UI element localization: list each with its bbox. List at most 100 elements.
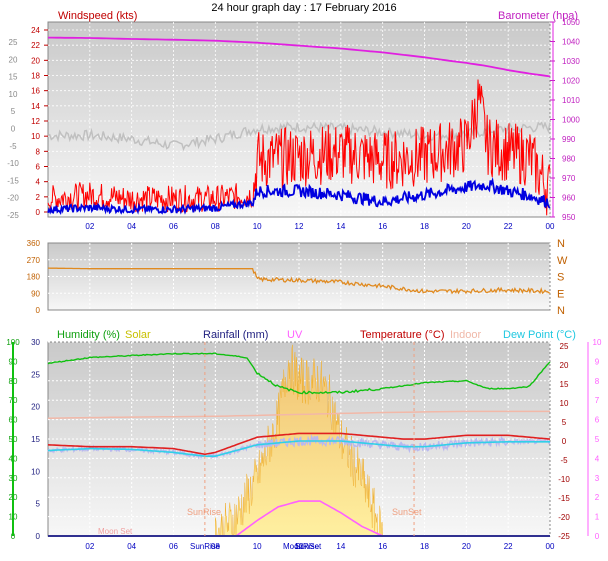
barometer-tick-label: 950: [562, 213, 576, 222]
temp-x-tick-label: 14: [336, 542, 345, 551]
gust-series-line: [47, 79, 551, 216]
temp-x-tick-label: 04: [127, 542, 136, 551]
uv-tick-label: 1: [595, 513, 600, 522]
temperature-legend: Temperature (°C): [360, 329, 444, 341]
barometer-tick-label: 970: [562, 174, 576, 183]
wind-outer-tick-label: 5: [11, 107, 16, 116]
temp-tick-label: 0: [562, 437, 567, 446]
uv-tick-label: 8: [595, 377, 600, 386]
temp-x-tick-label: 00: [546, 542, 555, 551]
uv-tick-label: 10: [593, 338, 602, 347]
uv-tick-label: 5: [595, 435, 600, 444]
temp-tick-label: 25: [560, 342, 569, 351]
humidity-tick-label: 0: [11, 532, 16, 541]
rainfall-tick-label: 25: [31, 370, 40, 379]
uv-legend: UV: [287, 329, 303, 341]
indoor-legend: Indoor: [450, 329, 482, 341]
temp-x-tick-label: 12: [295, 542, 304, 551]
chart-title: 24 hour graph day : 17 February 2016: [211, 2, 396, 14]
wind-outer-tick-label: 25: [9, 38, 18, 47]
wind-inner-tick-label: 22: [31, 41, 40, 50]
dewpoint-legend: Dew Point (°C): [503, 329, 576, 341]
compass-tick-label: N: [557, 238, 565, 250]
wind-outer-tick-label: -10: [7, 159, 19, 168]
temperature-line: [47, 432, 551, 456]
wind-outer-tick-label: -25: [7, 211, 19, 220]
uv-tick-label: 9: [595, 357, 600, 366]
wind-inner-tick-label: 20: [31, 56, 40, 65]
wind-inner-tick-label: 4: [36, 178, 41, 187]
wind-x-tick-label: 22: [504, 222, 513, 231]
barometer-legend: Barometer (hpa): [498, 10, 578, 22]
wind-inner-tick-label: 8: [36, 147, 41, 156]
direction-tick-label: 0: [36, 306, 41, 315]
wind-inner-tick-label: 12: [31, 117, 40, 126]
wind-outer-tick-label: -5: [9, 142, 17, 151]
barometer-line: [48, 36, 551, 78]
barometer-tick-label: 960: [562, 194, 576, 203]
wind-x-tick-label: 00: [546, 222, 555, 231]
temp-tick-label: 10: [560, 399, 569, 408]
temp-tick-label: -15: [558, 494, 570, 503]
temp-tick-label: -10: [558, 475, 570, 484]
rainfall-tick-label: 0: [36, 532, 41, 541]
barometer-tick-label: 1040: [562, 38, 580, 47]
temp-x-tick-label: 08: [211, 542, 220, 551]
barometer-tick-label: 980: [562, 155, 576, 164]
barometer-tick-label: 1020: [562, 77, 580, 86]
wind-outer-tick-label: 0: [11, 125, 16, 134]
barometer-tick-label: 1030: [562, 57, 580, 66]
wind-x-tick-label: 14: [336, 222, 345, 231]
wind-x-tick-label: 20: [462, 222, 471, 231]
wind-outer-tick-label: 10: [9, 90, 18, 99]
temp-x-tick-label: 16: [378, 542, 387, 551]
rainfall-legend: Rainfall (mm): [203, 329, 268, 341]
compass-tick-label: S: [557, 272, 564, 284]
direction-line: [48, 267, 551, 295]
wind-outer-tick-label: -15: [7, 176, 19, 185]
wind-inner-tick-label: 0: [36, 208, 41, 217]
wind-outer-tick-label: -20: [7, 194, 19, 203]
humidity-line: [47, 352, 551, 395]
temp-tick-label: -25: [558, 532, 570, 541]
wind-x-tick-label: 06: [169, 222, 178, 231]
temp-x-tick-label: 18: [420, 542, 429, 551]
temp-tick-label: 5: [562, 418, 567, 427]
direction-tick-label: 90: [31, 289, 40, 298]
temp-x-tick-label: 06: [169, 542, 178, 551]
wind-inner-tick-label: 10: [31, 132, 40, 141]
compass-tick-label: W: [557, 255, 568, 267]
wind-x-tick-label: 08: [211, 222, 220, 231]
temp-tick-label: 20: [560, 361, 569, 370]
sunrise-axis-label: SunRise: [190, 542, 221, 551]
moonrise-label: MoonRise: [283, 542, 320, 551]
temp-x-tick-label: 20: [462, 542, 471, 551]
temp-tick-label: 15: [560, 380, 569, 389]
uv-tick-label: 7: [595, 396, 600, 405]
wind-inner-tick-label: 6: [36, 163, 41, 172]
direction-tick-label: 270: [27, 256, 41, 265]
indoor-temp-line: [47, 410, 550, 419]
temp-x-tick-label: 22: [504, 542, 513, 551]
wind-x-tick-label: 16: [378, 222, 387, 231]
wind-x-tick-label: 10: [253, 222, 262, 231]
sunrise-label: SunRise: [187, 507, 221, 517]
uv-tick-label: 6: [595, 416, 600, 425]
uv-tick-label: 3: [595, 474, 600, 483]
wind-inner-tick-label: 16: [31, 87, 40, 96]
compass-tick-label: N: [557, 305, 565, 317]
solar-legend: Solar: [125, 329, 151, 341]
rainfall-tick-label: 5: [36, 500, 41, 509]
barometer-tick-label: 990: [562, 135, 576, 144]
uv-tick-label: 4: [595, 454, 600, 463]
temp-x-tick-label: 02: [85, 542, 94, 551]
rainfall-tick-label: 20: [31, 403, 40, 412]
average-wind-line: [47, 176, 551, 215]
wind-x-tick-label: 12: [295, 222, 304, 231]
wind-inner-tick-label: 2: [36, 193, 41, 202]
wind-x-tick-label: 04: [127, 222, 136, 231]
wind-x-tick-label: 18: [420, 222, 429, 231]
temp-x-tick-label: 10: [253, 542, 262, 551]
humidity-legend: Humidity (%): [57, 329, 120, 341]
